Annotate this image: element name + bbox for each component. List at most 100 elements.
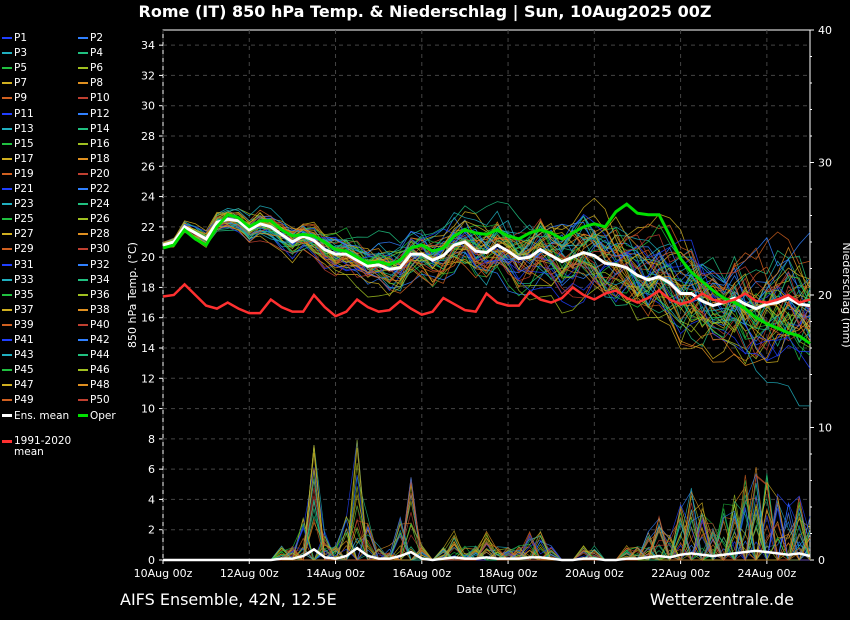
legend-label: P44 (90, 349, 110, 362)
legend-swatch (2, 112, 12, 115)
member-precip-P32 (163, 477, 811, 561)
legend-label: P38 (90, 303, 110, 316)
legend-swatch (78, 218, 88, 221)
legend-swatch (78, 323, 88, 326)
ytick-label-left-5: 10 (141, 403, 155, 416)
legend-label: P15 (14, 137, 34, 150)
legend-swatch (78, 354, 88, 357)
legend-label: P16 (90, 137, 110, 150)
legend-swatch (78, 369, 88, 372)
xtick-label-2: 14Aug 00z (306, 567, 365, 580)
legend-swatch (2, 188, 12, 190)
legend-label: P29 (14, 243, 34, 256)
legend-item-P10: P10 (78, 92, 110, 104)
legend-swatch-clim (2, 439, 12, 443)
legend-label: P17 (14, 152, 34, 165)
ytick-label-left-7: 14 (141, 342, 155, 355)
legend-label: P28 (90, 228, 110, 241)
legend-swatch (2, 218, 12, 221)
member-line-P44 (162, 201, 811, 321)
legend-swatch (78, 263, 88, 266)
xtick-label-6: 22Aug 00z (651, 567, 710, 580)
legend-swatch (2, 157, 12, 160)
legend-label: P34 (90, 273, 110, 286)
legend-swatch (78, 233, 88, 236)
legend-label: P20 (90, 167, 110, 180)
legend-item-P20: P20 (78, 168, 110, 180)
legend-item-P3: P3 (2, 47, 27, 59)
legend-swatch (78, 399, 88, 402)
legend-item-P34: P34 (78, 274, 110, 286)
series-line-2 (162, 282, 811, 318)
xtick-label-7: 24Aug 00z (737, 567, 796, 580)
legend-item-P4: P4 (78, 47, 103, 59)
legend-swatch (2, 37, 12, 39)
legend-item-P5: P5 (2, 62, 27, 74)
legend-label: P8 (90, 77, 104, 90)
ytick-label-left-3: 6 (148, 463, 155, 476)
legend-swatch (78, 52, 88, 55)
legend-label: P37 (14, 303, 34, 316)
legend-item-P12: P12 (78, 108, 110, 120)
legend-label: P5 (14, 62, 28, 75)
member-precip-P21 (163, 467, 811, 561)
legend-swatch (2, 399, 12, 402)
ytick-label-left-6: 12 (141, 372, 155, 385)
legend-label: P36 (90, 288, 110, 301)
legend-label: Oper (90, 409, 116, 422)
legend-label: P22 (90, 183, 110, 195)
legend-item-P45: P45 (2, 364, 34, 376)
chart-title: Rome (IT) 850 hPa Temp. & Niederschlag |… (138, 2, 712, 21)
site-credit[interactable]: Wetterzentrale.de (649, 590, 794, 609)
series-line-0 (162, 217, 811, 311)
xtick-label-3: 16Aug 00z (392, 567, 451, 580)
legend-label: P23 (14, 198, 34, 211)
legend-item-P15: P15 (2, 138, 34, 150)
legend-swatch (78, 82, 88, 85)
legend-item-P40: P40 (78, 319, 110, 331)
legend-swatch (2, 172, 12, 175)
legend-item-P38: P38 (78, 304, 110, 316)
legend-label: P14 (90, 122, 110, 135)
legend-item-P35: P35 (2, 289, 34, 301)
series-line-1 (162, 202, 811, 345)
member-precip-P18 (163, 480, 811, 562)
legend-label: P25 (14, 213, 34, 226)
legend-label: P24 (90, 198, 110, 211)
legend-item-P17: P17 (2, 153, 34, 165)
legend-swatch (78, 203, 88, 206)
legend-label: P7 (14, 77, 28, 90)
legend-label: P40 (90, 318, 110, 331)
legend-label: P32 (90, 258, 110, 271)
member-precip-P14 (163, 473, 811, 561)
legend-label: P30 (90, 243, 110, 256)
legend-label: P27 (14, 228, 34, 241)
legend-item-P21: P21 (2, 183, 34, 195)
ytick-label-left-10: 20 (141, 251, 155, 264)
legend-item-P31: P31 (2, 259, 34, 271)
legend-item-P9: P9 (2, 92, 27, 104)
ytick-label-right-2: 20 (818, 289, 832, 302)
ytick-label-right-3: 30 (818, 157, 832, 170)
legend-swatch (78, 127, 88, 130)
legend-item-P23: P23 (2, 198, 34, 210)
legend-item-P29: P29 (2, 243, 34, 255)
legend-swatch (78, 339, 88, 341)
legend-item-P46: P46 (78, 364, 110, 376)
ytick-label-left-16: 32 (141, 69, 155, 82)
legend-label: P2 (90, 32, 104, 44)
member-precip-P44 (163, 494, 811, 562)
legend-item-P18: P18 (78, 153, 110, 165)
ytick-label-left-12: 24 (141, 191, 155, 204)
legend-label: Ens. mean (14, 409, 70, 422)
legend-swatch (78, 384, 88, 387)
member-precip-P6 (163, 463, 811, 561)
legend-item-P36: P36 (78, 289, 110, 301)
legend-item-P19: P19 (2, 168, 34, 180)
y-axis-label-right: Niederschlag (mm) (840, 242, 850, 347)
legend-label: P48 (90, 379, 110, 392)
legend-item-P1: P1 (2, 32, 27, 44)
legend-item-P48: P48 (78, 379, 110, 391)
member-precip-P29 (163, 477, 811, 561)
